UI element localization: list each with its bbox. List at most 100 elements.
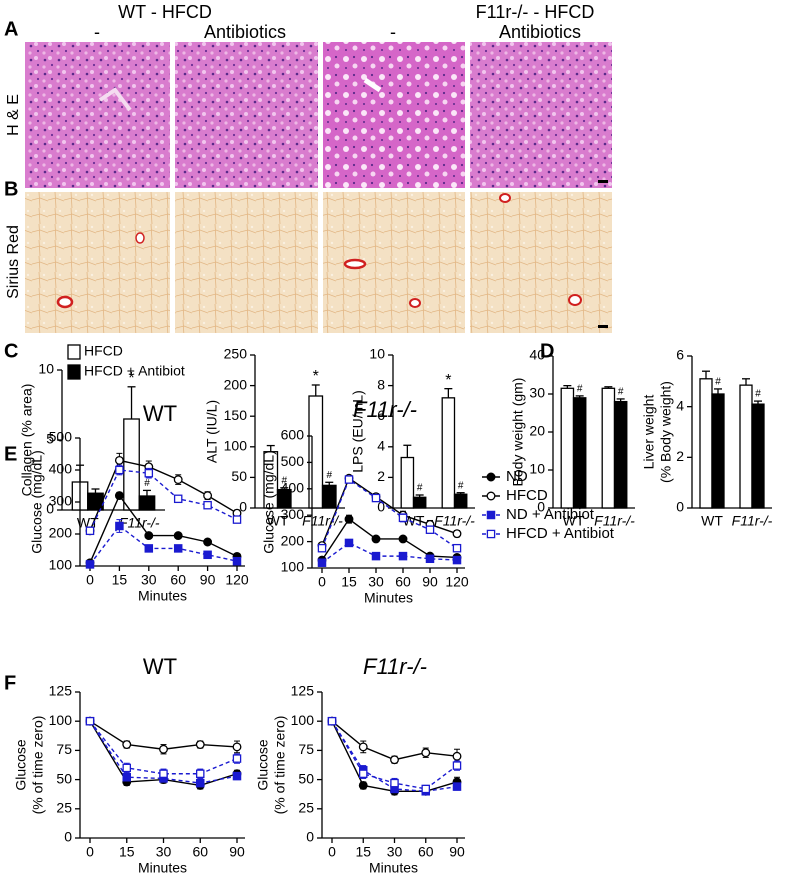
significance-label: # [281,475,287,486]
scale-bar [598,325,608,328]
y-axis-label: (% Body weight) [658,381,674,483]
image [25,192,170,333]
line [89,720,238,784]
legend-label: ND [506,468,528,485]
y-tick-label: 30 [529,385,545,401]
y-tick-label: 125 [49,683,73,699]
panel-label: E [4,443,17,465]
marker [159,769,168,779]
x-tick-label: F11r-/- [732,513,773,529]
treatment-label: - [94,22,100,42]
line [89,459,238,532]
y-tick-label: 8 [377,376,385,392]
marker [122,740,132,750]
marker [122,773,132,782]
marker [421,748,431,758]
marker [85,716,95,726]
y-tick-label: 50 [298,770,314,786]
y-tick-label: 50 [231,468,247,484]
y-tick-label: 300 [281,506,305,522]
marker [327,716,337,726]
y-tick-label: 25 [298,800,314,816]
marker [358,742,368,752]
y-tick-label: 0 [537,499,545,515]
x-axis-label: Minutes [364,590,413,606]
image [175,192,318,333]
bar [441,397,456,509]
panel-label: F [4,672,16,694]
bar [613,400,628,509]
y-tick-label: 40 [529,347,545,363]
marker [173,531,183,541]
y-tick-label: 0 [306,829,314,845]
marker [452,751,462,761]
vessel [409,298,421,308]
significance-label: * [313,368,319,385]
bar [560,387,575,509]
histology [25,42,612,333]
x-tick-label: 0 [86,844,94,860]
y-tick-label: 600 [281,427,305,443]
bar [711,393,725,509]
significance-label: # [144,478,150,489]
y-axis-label: (% of time zero) [30,716,46,815]
treatment-label: - [390,22,396,42]
y-tick-label: 10 [38,361,54,377]
y-tick-label: 0 [239,499,247,515]
marker [173,494,183,504]
x-tick-label: 30 [368,574,384,590]
bar [276,488,292,509]
marker [371,551,381,561]
y-tick-label: 2 [676,448,684,464]
marker [232,515,242,524]
x-tick-label: F11r-/- [434,513,475,529]
bar [739,384,753,509]
y-tick-label: 200 [281,532,305,548]
marker [452,543,462,553]
marker [452,761,462,770]
row-label: H & E [5,94,22,136]
line [89,494,238,564]
x-tick-label: 120 [445,574,469,590]
marker [232,742,242,752]
chart-title: F11r-/- [363,654,427,679]
marker [344,514,354,524]
y-axis-label: Glucose [255,739,271,791]
y-tick-label: 4 [377,438,385,454]
image [25,42,170,188]
marker [203,537,213,547]
y-tick-label: 6 [676,347,684,363]
vessel [135,232,145,244]
x-tick-label: WT [563,513,585,529]
y-tick-label: 0 [676,499,684,515]
x-tick-label: F11r-/- [594,513,635,529]
significance-label: # [577,384,583,395]
line [89,469,238,532]
panel-label: C [4,340,18,362]
y-tick-label: 0 [46,501,54,517]
treatment-label: Antibiotics [204,22,286,42]
x-axis-label: Minutes [138,588,187,604]
group-label: F11r-/- - HFCD [476,2,595,22]
group-label: WT - HFCD [118,2,212,22]
x-tick-label: 120 [225,572,249,588]
legend-label: HFCD + Antibiot [84,363,185,379]
vessel [363,77,382,93]
y-tick-label: 200 [224,376,248,392]
panel-label: D [540,340,554,362]
chart-title: WT [143,654,177,679]
row-label: Sirius Red [5,225,22,299]
marker [232,771,242,781]
line [321,542,458,564]
y-tick-label: 75 [298,741,314,757]
significance-label: # [417,483,423,494]
marker [122,763,132,773]
significance-label: # [326,470,332,481]
marker [371,493,381,503]
bar [699,378,713,509]
image [175,42,318,188]
y-tick-label: 5 [46,431,54,447]
y-tick-label: 100 [291,712,315,728]
marker [390,778,399,788]
image [470,192,612,333]
